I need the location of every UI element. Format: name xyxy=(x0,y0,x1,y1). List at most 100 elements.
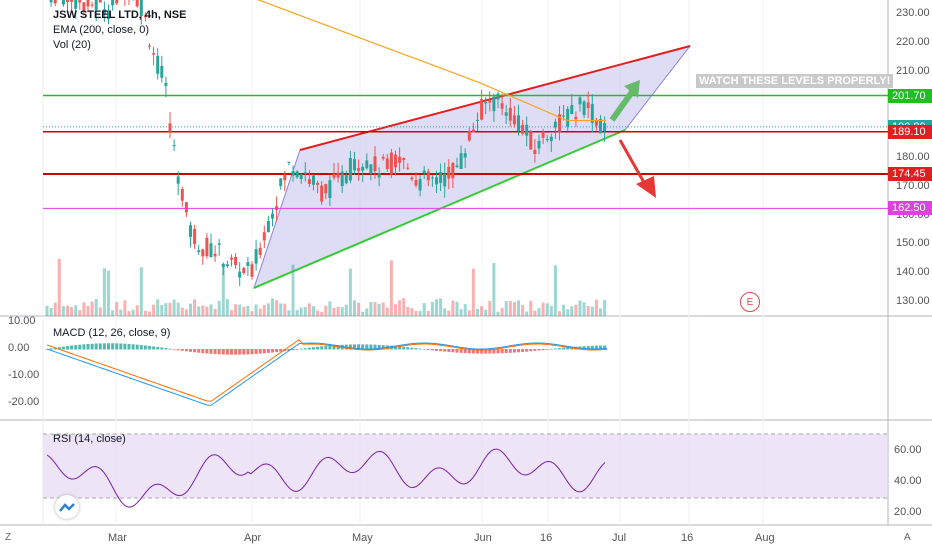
macd-histogram-bar xyxy=(316,346,320,350)
candle-body xyxy=(328,180,332,198)
volume-bar xyxy=(496,311,500,316)
candle-body xyxy=(53,0,57,4)
candle-body xyxy=(152,53,156,55)
candle-body xyxy=(590,104,594,123)
candle-body xyxy=(221,264,225,267)
candle-body xyxy=(78,0,82,3)
volume-bar xyxy=(385,307,389,316)
candle-body xyxy=(566,108,570,127)
zoom-button[interactable]: Z xyxy=(5,532,12,543)
candle-body xyxy=(582,101,586,115)
volume-bar xyxy=(295,309,299,316)
volume-bar xyxy=(389,260,393,316)
macd-histogram-bar xyxy=(135,344,139,350)
volume-bar xyxy=(176,302,180,316)
volume-bar xyxy=(193,299,197,316)
volume-bar xyxy=(353,300,356,316)
macd-histogram-bar xyxy=(98,343,102,350)
volume-bar xyxy=(266,303,270,316)
candle-body xyxy=(201,249,205,257)
volume-bar xyxy=(574,304,578,316)
volume-bar xyxy=(82,302,86,316)
volume-bar xyxy=(283,303,287,316)
volume-bar xyxy=(49,308,53,316)
macd-histogram-bar xyxy=(558,348,561,350)
volume-bar xyxy=(242,306,246,316)
macd-histogram-bar xyxy=(381,345,385,350)
macd-histogram-bar xyxy=(451,349,455,353)
time-tick-label: Aug xyxy=(755,532,775,544)
macd-histogram-bar xyxy=(115,343,119,350)
volume-bar xyxy=(508,300,512,316)
candle-body xyxy=(205,237,209,257)
candle-body xyxy=(156,55,160,74)
auto-scale-button[interactable]: A xyxy=(904,532,911,543)
volume-bar xyxy=(570,306,574,316)
volume-bar xyxy=(426,311,430,316)
macd-histogram-bar xyxy=(488,349,492,354)
candle-body xyxy=(344,174,348,184)
price-tag: 174.45 xyxy=(888,166,932,181)
macd-histogram-bar xyxy=(422,349,426,350)
volume-bar xyxy=(430,302,434,316)
macd-histogram-bar xyxy=(139,345,143,350)
candle-body xyxy=(172,145,176,147)
macd-histogram-bar xyxy=(361,344,365,350)
candle-body xyxy=(430,177,434,179)
candle-body xyxy=(455,165,459,168)
up-arrow-shaft xyxy=(609,90,635,122)
macd-histogram-bar xyxy=(131,344,135,350)
macd-histogram-bar xyxy=(435,349,438,351)
candle-body xyxy=(398,156,402,163)
volume-bar xyxy=(119,309,123,316)
volume-bar xyxy=(127,311,131,316)
macd-histogram-bar xyxy=(119,343,123,350)
candle-body xyxy=(603,123,607,131)
volume-bar xyxy=(57,258,61,316)
signal-line xyxy=(46,339,608,402)
candle-body xyxy=(361,166,365,171)
macd-histogram-bar xyxy=(291,349,295,351)
price-tag: 162.50 xyxy=(888,201,932,216)
volume-bar xyxy=(230,310,233,316)
volume-bar xyxy=(537,308,541,316)
candle-body xyxy=(324,184,328,194)
candle-body xyxy=(533,149,537,154)
candle-body xyxy=(476,119,479,121)
volume-bar xyxy=(312,306,315,316)
volume-bar xyxy=(521,305,525,316)
macd-histogram-bar xyxy=(459,349,463,353)
candle-body xyxy=(164,82,168,86)
volume-bar xyxy=(594,299,598,316)
macd-histogram-bar xyxy=(545,349,549,350)
macd-tick-label: -10.00 xyxy=(8,369,40,381)
candle-body xyxy=(143,15,147,18)
volume-bar xyxy=(500,307,504,316)
candle-body xyxy=(435,177,438,185)
candle-body xyxy=(529,131,533,150)
price-tag: 201.70 xyxy=(888,88,932,103)
macd-histogram-bar xyxy=(74,345,78,350)
volume-bar xyxy=(209,304,213,316)
candle-body xyxy=(599,119,602,134)
volume-bar xyxy=(234,304,238,316)
macd-histogram-bar xyxy=(279,349,283,352)
macd-histogram-bar xyxy=(603,345,607,350)
macd-histogram-bar xyxy=(480,349,484,354)
tradingview-logo[interactable] xyxy=(55,495,79,519)
volume-bar xyxy=(558,311,561,316)
candle-body xyxy=(209,243,213,258)
candle-body xyxy=(217,243,221,245)
volume-bar xyxy=(361,311,365,316)
macd-histogram-bar xyxy=(517,349,520,353)
volume-bar xyxy=(439,298,443,316)
time-tick-label: Mar xyxy=(108,532,127,544)
volume-bar xyxy=(102,268,106,316)
earnings-marker[interactable]: E xyxy=(740,292,760,312)
candle-body xyxy=(471,129,475,133)
volume-bar xyxy=(131,309,135,316)
candle-body xyxy=(521,125,525,134)
volume-bar xyxy=(402,298,406,316)
macd-histogram-bar xyxy=(599,345,602,350)
